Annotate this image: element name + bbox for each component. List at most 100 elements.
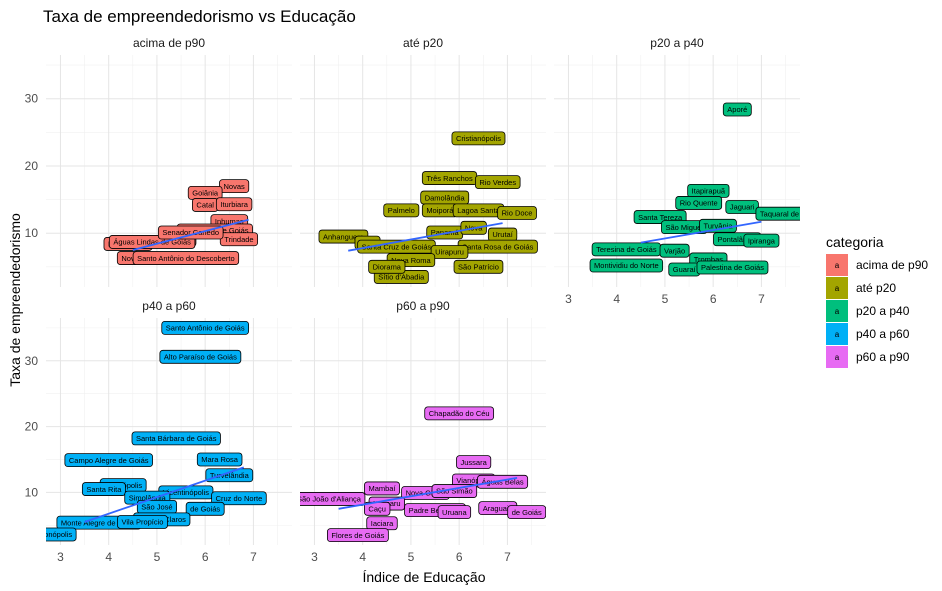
legend-label: até p20 [856,281,896,295]
label-text: Taquaral de Goiás [760,209,821,218]
label-text: de Goiás [190,505,220,514]
trend-line [132,218,249,251]
label-text: Monte Alegre de Goiás [61,518,138,527]
point-label: Montividiu do Norte [589,258,664,273]
label-box [696,260,769,275]
point-label: Itapirapuã [687,183,730,198]
legend-item: a acima de p90 [826,254,928,276]
label-text: Anhanguera [323,232,365,241]
label-text: Nova Roma [391,256,431,265]
x-tick-label: 6 [202,550,209,564]
label-text: Turvelândia [210,471,250,480]
label-box [157,225,224,240]
label-text: Santa Tereza [638,213,683,222]
label-box [589,258,664,273]
point-label: Teresina de Goiás [591,242,661,257]
x-tick-label: 7 [504,550,511,564]
point-label: de Goiás [507,505,546,520]
point-label: Guaraí [668,262,701,277]
label-text: Bonópolis [39,530,72,539]
point-label: Urutaí [487,227,518,242]
y-tick-label: 30 [25,92,39,106]
y-tick-label: 30 [25,354,39,368]
label-text: Rio Verdes [479,178,516,187]
legend-key-glyph: a [835,284,840,293]
label-text: Pontalândia [717,235,757,244]
point-label: Flores de Goiás [327,528,389,543]
label-text: Cruz do Norte [216,494,263,503]
label-box [453,259,504,274]
point-label: Jussara [456,455,492,469]
label-text: Santo Antônio do Descoberto [137,254,235,263]
label-text: Novas [223,182,245,191]
legend-key [826,346,848,368]
legend-key [826,254,848,276]
label-text: Vianópolis [456,476,491,485]
point-label: Campo Alegre de Goiás [64,453,153,468]
point-labels: Aporé Itapirapuã Rio Quente Jaguari Taquaral… [589,102,821,277]
label-box [475,175,521,189]
point-label: São Simão [431,484,478,498]
point-label: Lagoa Santa [452,203,505,218]
label-box [456,455,492,469]
legend-key [826,300,848,322]
point-label: Águas Belas [477,474,529,489]
label-text: Flores de Goiás [331,531,384,540]
facet-strip-label: p60 a p90 [396,299,450,313]
point-label: Araguaia [478,501,518,516]
label-box [451,131,506,146]
label-text: Rio Quente [680,199,718,208]
label-text: Jussara [461,458,488,467]
label-text: Três Ranchos [426,174,473,183]
point-label: Santo Antônio do Descoberto [132,251,240,265]
label-text: Mambaí [368,484,396,493]
label-text: Jaguari [730,203,755,212]
label-text: São Patrício [458,263,499,272]
label-text: Montividiu do Norte [594,261,659,270]
label-box [424,406,495,421]
label-text: Santa Bárbara de Goiás [136,434,217,443]
legend-key-glyph: a [835,330,840,339]
legend-key [826,323,848,345]
panel-0: acima de p90 10 20 30 Novas Goiânia Catal Iturb… [25,36,292,287]
x-tick-label: 5 [662,292,669,306]
point-label: São João d'Aliança [300,492,366,506]
label-text: Trombas [694,255,724,264]
legend-key-glyph: a [835,353,840,362]
label-box [497,206,537,220]
label-text: São Miguel [665,223,703,232]
x-tick-label: 4 [105,550,112,564]
label-box [300,492,366,506]
point-label: Diorama [368,259,406,274]
label-text: de Goiás [512,508,542,517]
point-label: Uruana [437,505,472,520]
label-text: Santa Rita [86,485,122,494]
label-text: Caçu [368,505,386,514]
point-label: Rio Quente [675,196,723,210]
label-text: Catal [196,201,214,210]
facet-panels: acima de p90 10 20 30 Novas Goiânia Catal Iturb… [25,36,821,564]
label-box [211,491,267,506]
label-text: Aporé [727,105,747,114]
y-tick-label: 10 [25,485,39,499]
label-text: Guaraí [673,265,697,274]
chart-title: Taxa de empreendedorismo vs Educação [43,7,356,26]
point-labels: Santo Antônio de Goiás Alto Paraíso de Go… [39,320,267,542]
label-text: Varjão [664,246,685,255]
label-text: Santa Cruz de Goiás [362,242,432,251]
label-text: Uruana [442,508,467,517]
label-box [437,505,472,520]
label-box [743,233,780,248]
x-tick-label: 3 [57,550,64,564]
point-labels: NovasGoiâniaCatalIturbiaraInhumasValpara… [103,179,259,265]
legend-key [826,277,848,299]
label-box [185,501,225,516]
point-labels: Cristianópolis Três Ranchos Rio Verdes Damo… [318,131,538,284]
legend-label: acima de p90 [856,258,928,272]
point-label: Uirapuru [430,245,469,259]
label-text: Iaciara [371,519,394,528]
label-box [327,528,389,543]
label-box [430,245,469,259]
